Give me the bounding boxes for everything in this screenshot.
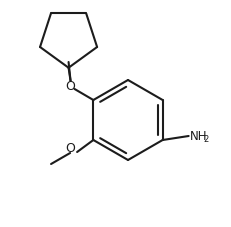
Text: O: O — [65, 141, 75, 155]
Text: NH: NH — [189, 129, 206, 143]
Text: 2: 2 — [202, 135, 207, 144]
Text: O: O — [65, 79, 75, 92]
